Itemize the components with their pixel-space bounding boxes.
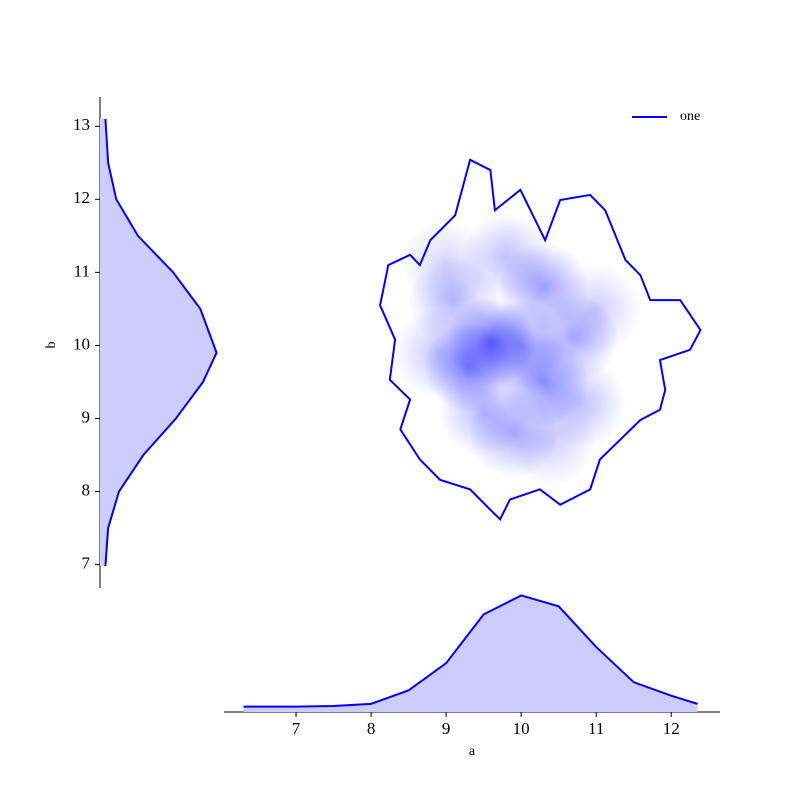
kde-area [243,595,698,712]
x-tick-label: 7 [292,719,301,738]
kde-line [243,594,698,708]
kde-line [104,118,218,567]
y-tick-label: 9 [82,407,91,426]
x-axis-label: a [469,744,476,759]
x-tick-label: 10 [513,719,530,738]
y-tick-label: 12 [73,188,90,207]
density-blob [393,307,484,398]
density-blob [551,263,642,354]
density-blob [476,300,567,391]
x-tick-label: 8 [367,719,376,738]
density-blob [506,395,597,486]
y-tick-label: 13 [73,115,90,134]
x-tick-label: 9 [442,719,451,738]
y-tick-label: 11 [74,261,90,280]
density-blob [401,220,492,311]
x-tick-label: 11 [588,719,604,738]
y-axis-label: b [44,342,59,349]
y-tick-label: 8 [82,480,91,499]
y-tick-label: 10 [73,334,90,353]
contour-line [379,158,702,521]
kde-area [100,118,217,567]
x-tick-label: 12 [663,719,680,738]
y-tick-label: 7 [82,554,91,573]
legend-label: one [680,109,700,124]
